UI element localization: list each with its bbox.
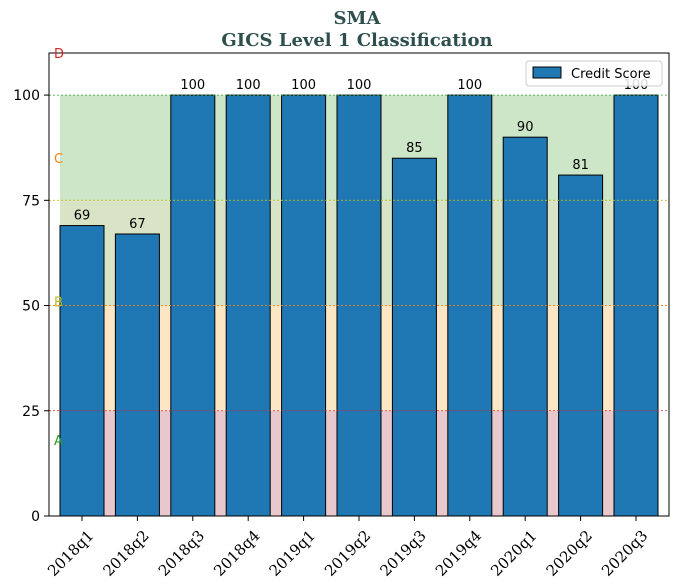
band-label-a: A	[54, 434, 63, 449]
bar-label-2018q3: 100	[180, 78, 205, 93]
bar-label-2019q4: 100	[457, 78, 482, 93]
bar-2020q3	[613, 94, 659, 517]
legend-swatch	[532, 66, 562, 79]
bar-label-2020q2: 81	[572, 158, 589, 173]
x-tick-label-2019q3: 2019q3	[376, 527, 429, 580]
y-tick-label-75: 75	[22, 193, 40, 209]
bar-2018q1	[59, 225, 105, 517]
x-tick-label-2018q4: 2018q4	[210, 527, 263, 580]
x-tick-label-2019q2: 2019q2	[321, 527, 374, 580]
bar-label-2019q1: 100	[291, 78, 316, 93]
bar-label-2019q2: 100	[347, 78, 372, 93]
x-tick-label-2020q2: 2020q2	[543, 527, 596, 580]
x-tick-label-2019q4: 2019q4	[432, 527, 485, 580]
bar-label-2020q1: 90	[517, 120, 534, 135]
bar-2020q2	[558, 174, 604, 517]
band-label-d: D	[54, 47, 64, 62]
band-labels: A B C D	[54, 47, 64, 449]
x-tick-label-2018q1: 2018q1	[44, 527, 97, 580]
x-tick-label-2018q3: 2018q3	[155, 527, 208, 580]
bar-label-2019q3: 85	[406, 141, 423, 156]
bar-label-2018q1: 69	[74, 209, 91, 224]
bar-2018q2	[114, 233, 160, 517]
band-lines	[49, 94, 669, 412]
x-tick-label-2020q1: 2020q1	[487, 527, 540, 580]
x-tick-label-2019q1: 2019q1	[266, 527, 319, 580]
bar-2019q3	[391, 157, 437, 517]
y-tick-label-100: 100	[13, 88, 40, 104]
bar-label-2018q2: 67	[129, 217, 146, 232]
bar-2020q1	[502, 136, 548, 517]
chart-title: SMA	[334, 8, 382, 29]
bar-label-2018q4: 100	[236, 78, 261, 93]
y-tick-label-0: 0	[31, 509, 40, 525]
y-tick-label-50: 50	[22, 299, 40, 315]
y-tick-label-25: 25	[22, 404, 40, 420]
chart-subtitle: GICS Level 1 Classification	[221, 30, 492, 51]
x-tick-label-2018q2: 2018q2	[99, 527, 152, 580]
band-label-b: B	[54, 295, 63, 310]
x-tick-label-2020q3: 2020q3	[598, 527, 651, 580]
band-label-c: C	[54, 152, 63, 167]
bar-2018q4	[225, 94, 271, 517]
legend[interactable]: Credit Score	[525, 60, 663, 87]
legend-label: Credit Score	[571, 67, 651, 82]
